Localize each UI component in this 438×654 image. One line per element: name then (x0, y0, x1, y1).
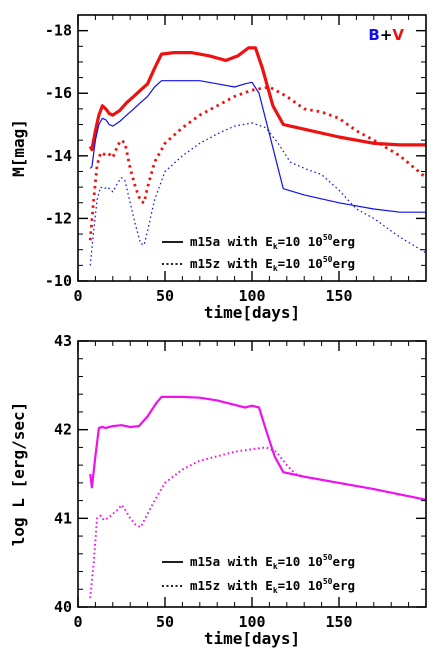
y-tick-label: 43 (54, 332, 72, 350)
bv-annotation: B+V (368, 26, 404, 44)
series-line-m15z-B-dotted (89, 122, 426, 266)
y-tick-label: -12 (45, 209, 72, 227)
panel-top: -10 -12 -14 -16 -18 0 50 100 150 M[mag] time[day… (9, 14, 427, 322)
legend-unit: erg (332, 234, 355, 249)
panel-bottom-xlabel: time[days] (204, 629, 300, 648)
legend-e: E (265, 234, 273, 249)
legend-item-m15a: m15a with Ek=10 1050erg (190, 553, 355, 571)
legend-with: with (228, 554, 258, 569)
legend-sub: k (273, 562, 278, 571)
x-tick-label: 100 (238, 287, 265, 305)
panel-top-ticks: -10 -12 -14 -16 -18 0 50 100 150 (45, 14, 427, 305)
legend-sub: k (273, 242, 278, 251)
legend-with: with (228, 234, 258, 249)
y-tick-label: -14 (45, 147, 72, 165)
panel-bottom-ticks: 40 41 42 43 0 50 100 150 (54, 332, 427, 631)
legend-item-m15z: m15z with Ek=10 1050erg (190, 577, 355, 595)
legend-item-m15a: m15a with Ek=10 1050erg (190, 233, 355, 251)
y-tick-label: -18 (45, 22, 72, 40)
y-tick-label: -10 (45, 272, 72, 290)
x-tick-label: 50 (156, 287, 174, 305)
x-tick-label: 150 (325, 287, 352, 305)
legend-unit: erg (332, 554, 355, 569)
legend-sup: 50 (323, 553, 333, 562)
series-line-m15a-solid (89, 395, 426, 501)
y-tick-label: -16 (45, 84, 72, 102)
panel-bottom-ylabel: log L [erg/sec] (9, 402, 28, 547)
panel-bottom-legend: m15a with Ek=10 1050erg m15z with Ek=10 … (162, 553, 355, 595)
panel-top-xlabel: time[days] (204, 303, 300, 322)
legend-sup: 50 (323, 577, 333, 586)
legend-with: with (228, 256, 258, 271)
legend-model: m15a (190, 234, 220, 249)
legend-e: E (265, 256, 273, 271)
panel-bottom-curves (89, 395, 426, 599)
legend-eq: =10 (278, 256, 301, 271)
legend-model: m15z (190, 256, 220, 271)
legend-val: 10 (308, 554, 323, 569)
x-tick-label: 50 (156, 613, 174, 631)
legend-unit: erg (332, 256, 355, 271)
x-tick-label: 0 (73, 613, 82, 631)
legend-eq: =10 (278, 234, 301, 249)
panel-top-curves (88, 46, 426, 266)
x-tick-label: 100 (238, 613, 265, 631)
legend-item-m15z: m15z with Ek=10 1050erg (190, 255, 355, 273)
panel-bottom: 40 41 42 43 0 50 100 150 log L [erg/sec] time[d… (9, 332, 427, 648)
legend-sup: 50 (323, 255, 333, 264)
series-line-m15a-B-solid (89, 80, 426, 213)
legend-sub: k (273, 264, 278, 273)
legend-eq: =10 (278, 578, 301, 593)
series-line-m15z-dotted (89, 446, 426, 599)
legend-val: 10 (308, 578, 323, 593)
legend-val: 10 (308, 234, 323, 249)
bv-annotation-b: B (368, 26, 379, 44)
x-tick-label: 0 (73, 287, 82, 305)
legend-e: E (265, 578, 273, 593)
legend-val: 10 (308, 256, 323, 271)
legend-sub: k (273, 586, 278, 595)
y-tick-label: 40 (54, 598, 72, 616)
panel-top-ylabel: M[mag] (9, 119, 28, 177)
legend-sup: 50 (323, 233, 333, 242)
legend-model: m15a (190, 554, 220, 569)
legend-unit: erg (332, 578, 355, 593)
legend-with: with (228, 578, 258, 593)
bv-annotation-plus: + (380, 26, 393, 44)
x-tick-label: 150 (325, 613, 352, 631)
bv-annotation-v: V (392, 26, 404, 44)
y-tick-label: 42 (54, 421, 72, 439)
legend-eq: =10 (278, 554, 301, 569)
legend-e: E (265, 554, 273, 569)
panel-top-legend: m15a with Ek=10 1050erg m15z with Ek=10 … (162, 233, 355, 273)
series-line-m15z-V-dotted (88, 85, 426, 241)
y-tick-label: 41 (54, 509, 72, 527)
series-line-m15a-V-solid (88, 46, 426, 152)
legend-model: m15z (190, 578, 220, 593)
